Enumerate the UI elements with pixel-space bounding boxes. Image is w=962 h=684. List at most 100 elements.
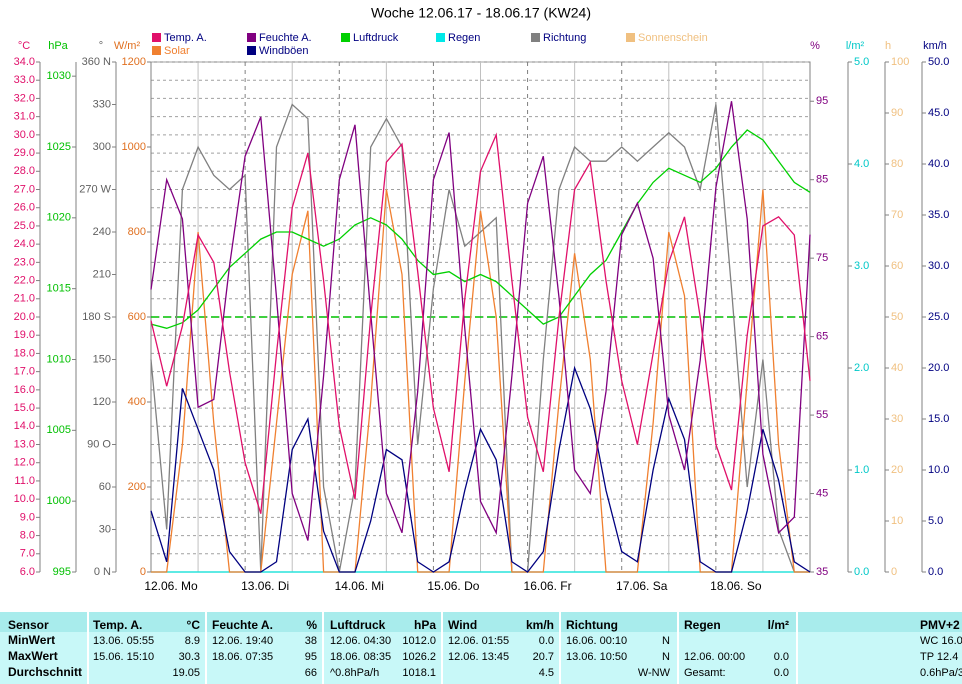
y-tick-label: 30	[99, 523, 111, 535]
y-tick-label: 360 N	[82, 56, 111, 68]
x-tick-label: 17.06. Sa	[616, 579, 668, 593]
axis-unit: hPa	[48, 40, 68, 52]
y-tick-label: 33.0	[14, 74, 35, 86]
y-tick-label: 6.0	[20, 566, 35, 578]
y-tick-label: 34.0	[14, 56, 35, 68]
legend-swatch	[247, 46, 256, 55]
legend-label: Feuchte A.	[259, 32, 312, 44]
series-line	[150, 129, 811, 329]
y-tick-label: 1025	[47, 141, 71, 153]
axis-unit: °C	[18, 40, 30, 52]
table-cell: 12.06. 13:45	[448, 651, 509, 663]
table-cell: 0.6hPa/3	[920, 667, 962, 679]
y-tick-label: 240	[93, 226, 111, 238]
axis-unit: %	[810, 40, 820, 52]
y-tick-label: 10.0	[928, 464, 949, 476]
table-header: °C	[187, 618, 201, 632]
table-cell: 8.9	[185, 635, 200, 647]
table-header: Sensor	[8, 618, 49, 632]
legend-swatch	[152, 46, 161, 55]
legend-label: Regen	[448, 32, 480, 44]
table-cell: WC 16.0	[920, 635, 962, 647]
y-tick-label: 30	[891, 413, 903, 425]
y-tick-label: 800	[128, 226, 146, 238]
y-tick-label: 5.0	[854, 56, 869, 68]
table-cell: ^0.8hPa/h	[330, 667, 379, 679]
y-tick-label: 13.0	[14, 438, 35, 450]
table-cell: 15.06. 15:10	[93, 651, 154, 663]
y-tick-label: 5.0	[928, 515, 943, 527]
y-tick-label: 35	[816, 566, 828, 578]
legend-swatch	[436, 33, 445, 42]
table-cell: 0.0	[774, 651, 789, 663]
y-tick-label: 15.0	[928, 413, 949, 425]
y-tick-label: 9.0	[20, 511, 35, 523]
table-cell: 13.06. 10:50	[566, 651, 627, 663]
series-line	[150, 365, 811, 573]
y-tick-label: 1015	[47, 283, 71, 295]
x-tick-label: 12.06. Mo	[144, 579, 198, 593]
y-tick-label: 22.0	[14, 274, 35, 286]
table-cell: 19.05	[172, 667, 200, 679]
y-tick-label: 24.0	[14, 238, 35, 250]
legend-swatch	[152, 33, 161, 42]
table-header: Durchschnitt	[8, 665, 82, 679]
y-tick-label: 32.0	[14, 92, 35, 104]
legend-swatch	[531, 33, 540, 42]
x-tick-label: 15.06. Do	[427, 579, 479, 593]
table-cell: 95	[305, 651, 317, 663]
table-header: hPa	[414, 618, 436, 632]
axis-unit: W/m²	[114, 40, 141, 52]
table-cell: 4.5	[539, 667, 554, 679]
y-tick-label: 85	[816, 174, 828, 186]
table-cell: 12.06. 19:40	[212, 635, 273, 647]
y-tick-label: 2.0	[854, 362, 869, 374]
axis-unit: km/h	[923, 40, 947, 52]
y-tick-label: 28.0	[14, 165, 35, 177]
y-tick-label: 0	[140, 566, 146, 578]
legend-label: Luftdruck	[353, 32, 399, 44]
table-cell: 1018.1	[402, 667, 436, 679]
table-header: Richtung	[566, 618, 618, 632]
x-tick-label: 14.06. Mi	[335, 579, 384, 593]
table-cell: 12.06. 00:00	[684, 651, 745, 663]
table-cell: W-NW	[638, 667, 671, 679]
y-tick-label: 995	[53, 566, 71, 578]
y-tick-label: 210	[93, 268, 111, 280]
y-tick-label: 180 S	[82, 311, 111, 323]
table-cell: 20.7	[533, 651, 554, 663]
y-tick-label: 12.0	[14, 457, 35, 469]
chart-title: Woche 12.06.17 - 18.06.17 (KW24)	[371, 5, 591, 21]
table-header: km/h	[526, 618, 554, 632]
legend-label: Windböen	[259, 45, 309, 57]
y-tick-label: 1010	[47, 353, 71, 365]
table-header-background	[0, 612, 962, 632]
y-tick-label: 8.0	[20, 529, 35, 541]
legend-label: Sonnenschein	[638, 32, 708, 44]
table-header: Feuchte A.	[212, 618, 273, 632]
table-header: Wind	[448, 618, 477, 632]
y-tick-label: 270 W	[79, 183, 111, 195]
series-line	[150, 101, 811, 541]
y-tick-label: 27.0	[14, 183, 35, 195]
table-header: MinWert	[8, 633, 55, 647]
legend-label: Solar	[164, 45, 190, 57]
y-tick-label: 14.0	[14, 420, 35, 432]
y-tick-label: 1030	[47, 70, 71, 82]
table-header: l/m²	[768, 618, 789, 632]
table-cell: 30.3	[179, 651, 200, 663]
y-tick-label: 70	[891, 209, 903, 221]
legend-label: Richtung	[543, 32, 586, 44]
y-tick-label: 20.0	[14, 311, 35, 323]
x-tick-label: 18.06. So	[710, 579, 762, 593]
y-tick-label: 29.0	[14, 147, 35, 159]
y-tick-label: 60	[99, 481, 111, 493]
y-tick-label: 50	[891, 311, 903, 323]
y-tick-label: 65	[816, 331, 828, 343]
x-tick-label: 13.06. Di	[241, 579, 289, 593]
y-tick-label: 31.0	[14, 111, 35, 123]
table-header: %	[306, 618, 317, 632]
y-tick-label: 400	[128, 396, 146, 408]
table-cell: Gesamt:	[684, 667, 726, 679]
